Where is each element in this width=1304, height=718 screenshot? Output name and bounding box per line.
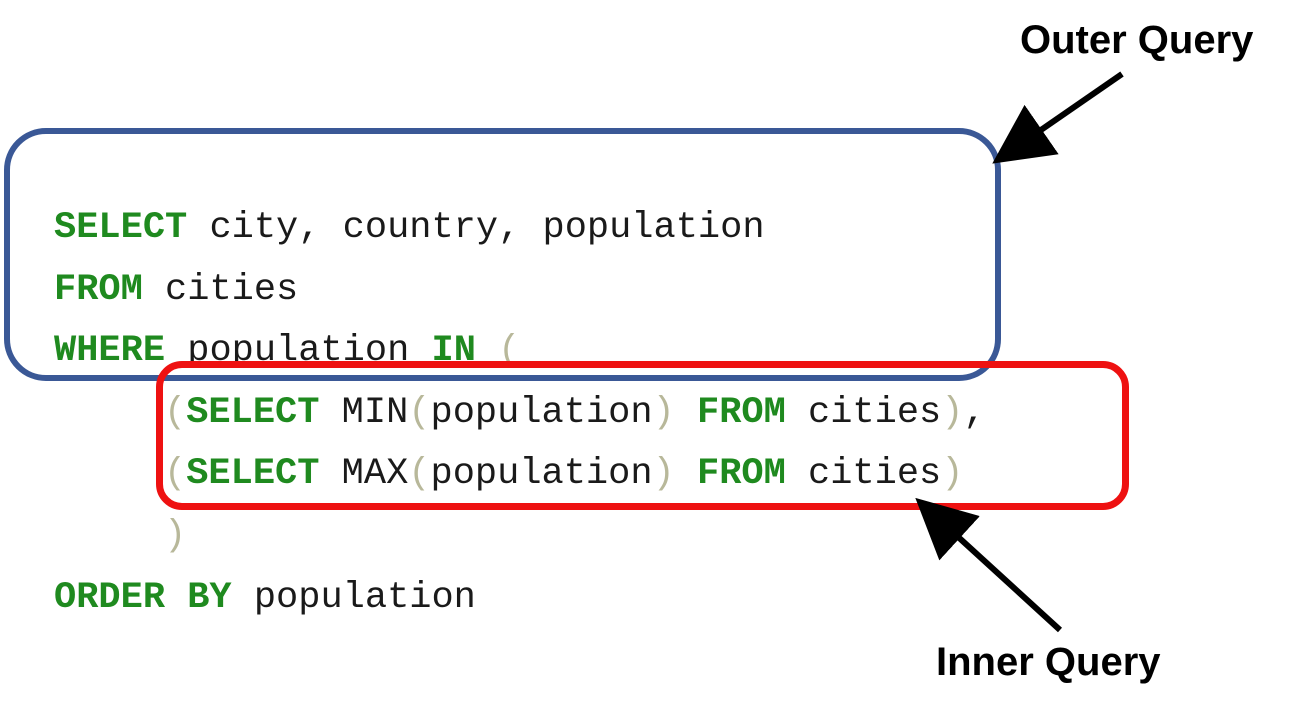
code-line: SELECT city, country, population: [54, 198, 986, 260]
sql-text: population: [430, 391, 653, 434]
sql-keyword: SELECT: [54, 207, 188, 249]
code-line: (SELECT MAX(population) FROM cities): [54, 444, 986, 506]
code-line: (SELECT MIN(population) FROM cities),: [54, 383, 986, 445]
sql-text: city, country, population: [187, 207, 765, 249]
sql-keyword: SELECT: [186, 453, 320, 496]
sql-keyword: WHERE: [54, 330, 166, 373]
sql-text: cities: [785, 453, 942, 496]
sql-text: cities: [142, 268, 299, 311]
sql-keyword: ORDER BY: [54, 576, 232, 619]
code-line: FROM cities: [54, 260, 986, 322]
sql-paren: (: [164, 391, 187, 434]
sql-paren: ): [941, 391, 964, 434]
sql-keyword: FROM: [54, 268, 143, 311]
sql-text: cities: [785, 391, 942, 434]
sql-text: population: [430, 453, 653, 496]
sql-text: population: [231, 576, 476, 619]
sql-paren: ): [652, 391, 675, 434]
inner-query-label: Inner Query: [936, 640, 1161, 684]
sql-keyword: SELECT: [186, 391, 320, 434]
sql-paren: (: [408, 453, 431, 496]
inner-query-arrow: [915, 497, 1063, 633]
code-line: ORDER BY population: [54, 568, 986, 630]
sql-paren: ): [652, 453, 675, 496]
sql-text: MAX: [319, 453, 409, 496]
sql-paren: (: [408, 391, 431, 434]
inner-query-box: [156, 361, 1129, 510]
sql-keyword: FROM: [696, 453, 786, 496]
outer-query-arrow: [992, 71, 1124, 164]
outer-query-box: [4, 128, 1001, 381]
sql-paren: ): [164, 514, 187, 557]
outer-query-label: Outer Query: [1020, 18, 1254, 62]
sql-paren: ): [941, 453, 964, 496]
sql-text: MIN: [319, 391, 409, 434]
code-line: ): [54, 506, 986, 568]
sql-keyword: FROM: [696, 391, 786, 434]
sql-text: ,: [963, 391, 986, 434]
